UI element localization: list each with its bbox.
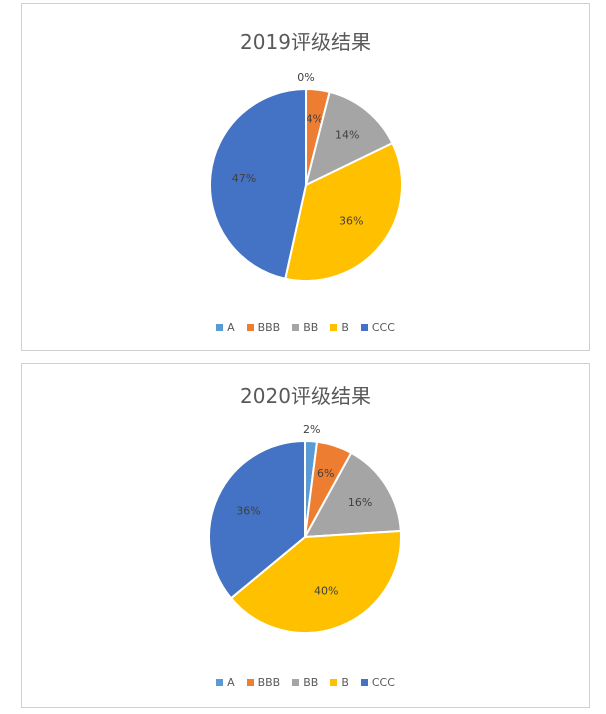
- data-label-a: 0%: [297, 71, 314, 84]
- legend-label: BB: [303, 676, 319, 689]
- legend-label: BBB: [257, 321, 281, 334]
- legend-label: CCC: [371, 676, 395, 689]
- data-label-ccc: 36%: [236, 504, 260, 517]
- legend-label: A: [227, 676, 235, 689]
- pie-slice-ccc: [209, 87, 307, 280]
- legend-label: B: [341, 676, 349, 689]
- legend-swatch: [292, 323, 300, 331]
- legend-swatch: [292, 678, 300, 686]
- legend-swatch: [330, 678, 338, 686]
- chart-panel-2020: 2020评级结果 2% 6% 16% 40% 36% A BBB BB B CCC: [21, 363, 590, 708]
- chart-title: 2019评级结果: [240, 30, 371, 54]
- data-label-bbb: 4%: [306, 112, 323, 125]
- pie-chart-2020: 2% 6% 16% 40% 36%: [208, 423, 402, 634]
- data-label-b: 36%: [339, 215, 363, 228]
- legend-item-a: A: [216, 321, 235, 334]
- legend-item-bbb: BBB: [246, 676, 281, 689]
- pie-slice-b: [229, 529, 402, 634]
- legend-item-b: B: [330, 321, 349, 334]
- legend-label: BBB: [257, 676, 281, 689]
- legend-label: A: [227, 321, 235, 334]
- legend: A BBB BB B CCC: [22, 676, 589, 689]
- legend-swatch: [360, 678, 368, 686]
- legend-item-b: B: [330, 676, 349, 689]
- legend-item-bb: BB: [292, 321, 318, 334]
- legend-label: B: [341, 321, 349, 334]
- legend-swatch: [246, 323, 254, 331]
- legend-swatch: [216, 323, 224, 331]
- pie-slice-b: [284, 141, 403, 282]
- data-label-ccc: 47%: [232, 172, 256, 185]
- legend-item-bbb: BBB: [246, 321, 281, 334]
- legend-swatch: [216, 678, 224, 686]
- data-label-b: 40%: [314, 585, 338, 598]
- pie-slice-bb: [303, 451, 402, 539]
- legend-item-ccc: CCC: [360, 321, 395, 334]
- data-label-bbb: 6%: [317, 467, 334, 480]
- legend: A BBB BB B CCC: [22, 321, 589, 334]
- data-label-bb: 16%: [348, 496, 372, 509]
- data-label-bb: 14%: [335, 128, 359, 141]
- legend-item-bb: BB: [292, 676, 318, 689]
- legend-item-ccc: CCC: [360, 676, 395, 689]
- legend-swatch: [360, 323, 368, 331]
- pie-chart-2019: 0% 4% 14% 36% 47%: [209, 71, 403, 282]
- data-label-a: 2%: [303, 423, 320, 436]
- legend-label: CCC: [371, 321, 395, 334]
- legend-label: BB: [303, 321, 319, 334]
- chart-title: 2020评级结果: [240, 384, 371, 408]
- pie-slice-ccc: [208, 439, 306, 600]
- legend-swatch: [246, 678, 254, 686]
- legend-item-a: A: [216, 676, 235, 689]
- legend-swatch: [330, 323, 338, 331]
- pie-slice-bb: [304, 90, 394, 187]
- chart-panel-2019: 2019评级结果 0% 4% 14% 36% 47% A BBB BB B CCC: [21, 3, 590, 351]
